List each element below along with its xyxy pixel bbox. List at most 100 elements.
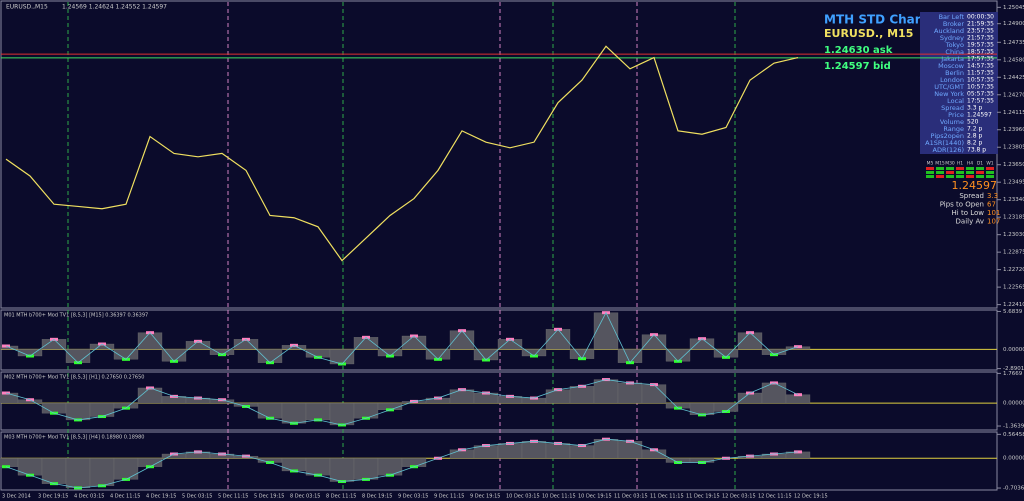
info-value: 23:57:35: [967, 28, 994, 35]
y-tick-label: -1.36393: [1003, 424, 1024, 430]
timeframe-label: M15: [935, 161, 945, 167]
info-value: 00:00:30: [967, 14, 994, 21]
histogram-bar: [353, 337, 379, 350]
y-tick-label: 1.23650: [1003, 162, 1024, 168]
info-label: Range: [943, 125, 964, 133]
x-tick-label: 5 Dec 03:15: [182, 494, 212, 500]
y-tick-label: 0.00000: [1003, 347, 1024, 353]
info-value: 3.3 p: [967, 105, 982, 112]
histogram-bar: [569, 445, 595, 459]
info-value: 1.24597: [967, 112, 992, 119]
info-label: China: [945, 48, 964, 56]
histogram-bar: [473, 445, 499, 459]
info-label: Price: [948, 111, 964, 119]
signal-cell: [986, 167, 994, 170]
info-label: Berlin: [945, 69, 964, 77]
signal-cell: [946, 175, 954, 178]
info-label: UTC/GMT: [934, 83, 964, 91]
signal-cell: [936, 171, 944, 174]
timeframe-label: M5: [927, 161, 934, 167]
x-tick-label: 5 Dec 11:15: [218, 494, 248, 500]
stat-value: 3.3: [987, 192, 998, 200]
y-tick-label: 0.56458: [1003, 432, 1024, 438]
price-line: [5, 45, 799, 262]
x-tick-label: 10 Dec 19:15: [578, 494, 612, 500]
signal-cell: [976, 171, 984, 174]
overlay-title: MTH STD Chart: [824, 13, 927, 27]
histogram-bar: [473, 349, 499, 361]
histogram-bar: [641, 334, 667, 350]
histogram-bar: [545, 389, 571, 404]
timeframe-label: H1: [957, 161, 963, 167]
info-panel: [920, 12, 998, 154]
info-label: Local: [947, 97, 964, 105]
info-label: Pips2open: [931, 132, 964, 140]
y-tick-label: 1.25045: [1003, 5, 1024, 11]
info-label: ADR(126): [933, 146, 964, 154]
histogram-bar: [689, 402, 715, 416]
signal-cell: [976, 175, 984, 178]
histogram-bar: [497, 443, 523, 459]
signal-cell: [966, 171, 974, 174]
info-value: 19:57:35: [967, 42, 994, 49]
stat-label: Daily Av: [956, 218, 984, 226]
x-tick-label: 10 Dec 03:15: [506, 494, 540, 500]
info-label: Broker: [943, 20, 964, 28]
x-tick-label: 9 Dec 03:15: [398, 494, 428, 500]
info-label: London: [940, 76, 964, 84]
header-ohlc: 1.24569 1.24624 1.24552 1.24597: [62, 4, 167, 11]
histogram-bar: [353, 402, 379, 419]
y-tick-label: 1.7669: [1003, 371, 1023, 377]
x-tick-label: 4 Dec 19:15: [146, 494, 176, 500]
x-tick-label: 3 Dec 19:15: [38, 494, 68, 500]
y-tick-label: 1.22410: [1003, 302, 1024, 308]
y-tick-label: 1.24900: [1003, 21, 1024, 27]
timeframe-label: H4: [967, 161, 973, 167]
y-tick-label: 1.22565: [1003, 285, 1024, 291]
x-tick-label: 11 Dec 19:15: [686, 494, 720, 500]
x-tick-label: 8 Dec 11:15: [326, 494, 356, 500]
info-label: Spread: [941, 104, 964, 112]
signal-cell: [926, 171, 934, 174]
y-tick-label: 1.23185: [1003, 215, 1024, 221]
histogram-bar: [41, 458, 67, 484]
signal-cell: [966, 167, 974, 170]
overlay-pair: EURUSD., M15: [824, 27, 913, 40]
info-value: 18:57:35: [967, 49, 994, 56]
signal-cell: [926, 175, 934, 178]
indicator-line: [5, 311, 799, 365]
y-tick-label: 1.23030: [1003, 232, 1024, 238]
histogram-bar: [113, 458, 139, 480]
signal-cell: [946, 167, 954, 170]
info-label: New York: [934, 90, 964, 98]
stat-value: 107: [987, 218, 1000, 226]
histogram-bar: [305, 458, 331, 476]
signal-cell: [956, 175, 964, 178]
x-tick-label: 10 Dec 11:15: [542, 494, 576, 500]
price-big: 1.24597: [952, 179, 998, 192]
indicator-line: [5, 438, 799, 489]
info-value: 11:57:35: [967, 70, 994, 77]
histogram-bar: [641, 384, 667, 404]
signal-cell: [976, 167, 984, 170]
histogram-bar: [137, 332, 163, 350]
info-label: A1SR(1440): [925, 139, 964, 147]
x-tick-label: 3 Dec 2014: [2, 494, 31, 500]
histogram-bar: [89, 402, 115, 417]
signal-cell: [936, 167, 944, 170]
info-value: 8.2 p: [967, 140, 982, 147]
y-tick-label: -0.70362: [1003, 486, 1024, 492]
histogram-bar: [593, 439, 619, 459]
histogram-bar: [89, 458, 115, 486]
y-tick-label: 1.23960: [1003, 127, 1024, 133]
y-tick-label: 1.24735: [1003, 40, 1024, 46]
histogram-bar: [257, 402, 283, 419]
histogram-bar: [257, 349, 283, 363]
bid-label: 1.24597 bid: [824, 61, 891, 72]
stat-label: Spread: [959, 192, 984, 200]
x-tick-label: 12 Dec 11:15: [758, 494, 792, 500]
info-label: Auckland: [934, 27, 964, 35]
info-value: 520: [967, 119, 979, 126]
histogram-bar: [305, 402, 331, 421]
